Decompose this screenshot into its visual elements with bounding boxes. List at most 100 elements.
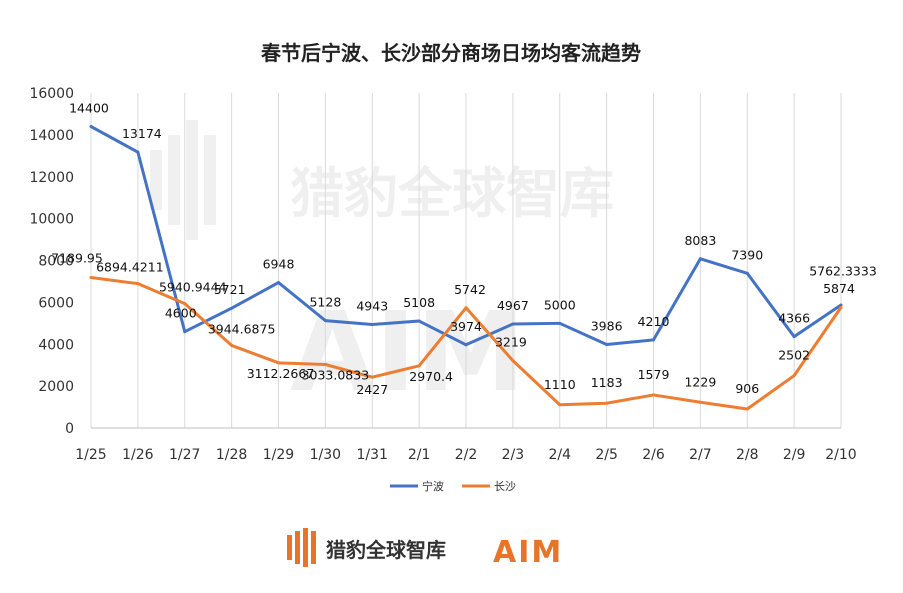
- y-tick-label: 10000: [29, 212, 74, 228]
- data-point: [558, 403, 562, 407]
- data-label: 5742: [454, 282, 486, 297]
- legend-label: 长沙: [494, 480, 516, 493]
- data-point: [745, 407, 749, 411]
- x-tick-label: 1/29: [263, 447, 294, 463]
- brand-logo-icon: [287, 528, 316, 567]
- y-tick-label: 2000: [38, 379, 74, 395]
- data-label: 4600: [165, 306, 197, 321]
- footer-brand: 猎豹全球智库 AIM: [287, 528, 563, 570]
- watermark-text: 猎豹全球智库: [290, 162, 614, 225]
- data-label: 1229: [684, 374, 716, 389]
- x-tick-label: 2/3: [502, 447, 525, 463]
- data-labels: 14400 13174 4600 5721 6948 5128 4943 5108 3974 49…: [51, 101, 877, 398]
- y-axis: 0 2000 4000 6000 8000 10000 12000 14000 16000: [29, 86, 74, 437]
- x-tick-label: 1/31: [357, 447, 388, 463]
- data-point: [183, 302, 187, 306]
- data-point: [277, 281, 280, 285]
- watermark-logo-text: AIM: [290, 288, 526, 416]
- data-label: 5108: [403, 295, 435, 310]
- data-label: 5940.9444: [159, 280, 227, 295]
- data-point: [511, 322, 515, 326]
- data-point: [89, 275, 93, 279]
- data-point: [89, 125, 93, 128]
- data-label: 3033.0833: [302, 367, 370, 382]
- data-point: [136, 282, 140, 286]
- x-tick-label: 2/10: [825, 447, 856, 463]
- x-tick-label: 1/26: [122, 447, 154, 463]
- legend-label: 宁波: [422, 479, 444, 493]
- x-tick-label: 2/1: [408, 447, 431, 463]
- data-label: 1183: [591, 375, 623, 390]
- x-tick-label: 1/30: [310, 447, 341, 463]
- x-tick-label: 1/25: [75, 447, 106, 463]
- data-label: 13174: [122, 126, 162, 141]
- data-point: [792, 335, 796, 339]
- data-point: [652, 393, 655, 397]
- data-label: 4967: [497, 298, 529, 313]
- x-tick-label: 2/2: [455, 447, 478, 463]
- data-label: 1579: [638, 367, 670, 382]
- y-tick-label: 12000: [29, 170, 74, 186]
- data-label: 3974: [450, 319, 482, 334]
- data-point: [230, 306, 234, 310]
- watermark-logo-icon: [150, 120, 216, 240]
- data-label: 5762.3333: [809, 263, 877, 278]
- data-point: [839, 303, 843, 307]
- data-label: 7390: [731, 247, 763, 262]
- data-label: 14400: [69, 101, 109, 116]
- data-label: 5721: [214, 282, 246, 297]
- data-point: [839, 305, 843, 309]
- data-point: [511, 359, 515, 363]
- x-tick-label: 2/7: [689, 447, 712, 463]
- data-label: 3112.2667: [247, 366, 315, 381]
- y-tick-label: 4000: [38, 337, 74, 353]
- data-label: 906: [735, 381, 759, 396]
- y-tick-label: 6000: [38, 295, 74, 311]
- data-label: 3219: [495, 335, 527, 350]
- data-label: 8083: [684, 233, 716, 248]
- data-label: 4366: [778, 311, 810, 326]
- data-point: [652, 338, 655, 342]
- data-point: [230, 343, 234, 347]
- chart-title: 春节后宁波、长沙部分商场日场均客流趋势: [260, 41, 641, 65]
- data-point: [464, 306, 468, 310]
- data-point: [698, 257, 702, 261]
- data-point: [558, 321, 562, 325]
- data-point: [370, 323, 374, 327]
- data-label: 7189.95: [51, 250, 103, 265]
- data-point: [323, 362, 327, 366]
- data-point: [136, 150, 140, 154]
- x-tick-label: 2/4: [548, 447, 571, 463]
- brand-logo-text: AIM: [493, 535, 563, 570]
- data-point: [323, 319, 327, 323]
- data-label: 2502: [778, 348, 810, 363]
- y-tick-label: 0: [65, 421, 74, 437]
- legend-item: 宁波: [390, 479, 444, 493]
- x-tick-label: 2/9: [783, 447, 806, 463]
- data-label: 3986: [591, 319, 623, 334]
- data-label: 6948: [263, 257, 295, 272]
- x-tick-label: 1/27: [169, 447, 200, 463]
- data-point: [183, 330, 187, 334]
- data-point: [792, 374, 796, 378]
- data-point: [417, 364, 421, 368]
- x-tick-label: 2/8: [736, 447, 759, 463]
- x-tick-label: 2/6: [642, 447, 665, 463]
- x-tick-label: 2/5: [595, 447, 618, 463]
- data-label: 4210: [638, 314, 670, 329]
- data-label: 5000: [544, 297, 576, 312]
- y-tick-label: 16000: [29, 86, 74, 102]
- data-label: 4943: [356, 299, 388, 314]
- grid-lines: [90, 93, 842, 429]
- data-point: [370, 375, 374, 379]
- x-axis: 1/25 1/26 1/27 1/28 1/29 1/30 1/31 2/1 2/2 2/3 2/4…: [75, 447, 856, 463]
- legend-item: 长沙: [462, 480, 516, 493]
- watermark: 猎豹全球智库 AIM: [150, 120, 614, 416]
- data-point: [417, 319, 421, 323]
- data-label: 3944.6875: [208, 321, 276, 336]
- series-lines: [89, 125, 843, 411]
- data-point: [745, 271, 749, 275]
- brand-name: 猎豹全球智库: [326, 538, 446, 562]
- data-point: [277, 361, 280, 365]
- data-point: [605, 343, 609, 347]
